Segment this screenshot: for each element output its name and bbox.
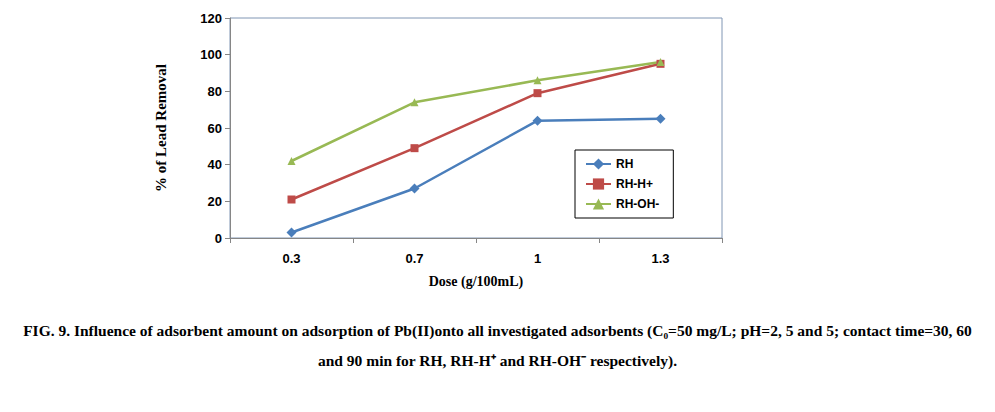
- svg-text:40: 40: [208, 157, 222, 172]
- svg-text:120: 120: [200, 11, 222, 26]
- svg-text:60: 60: [208, 121, 222, 136]
- svg-text:0.3: 0.3: [282, 251, 300, 266]
- svg-text:RH: RH: [616, 157, 633, 171]
- html-text:FIG. 9. Influence of adsorbent: FIG. 9. Influence of adsorbent amount on…: [23, 322, 972, 369]
- svg-text:RH-OH-: RH-OH-: [616, 197, 659, 211]
- svg-text:0.7: 0.7: [405, 251, 423, 266]
- svg-text:0: 0: [215, 231, 222, 246]
- svg-text:100: 100: [200, 47, 222, 62]
- svg-text:1.3: 1.3: [651, 251, 669, 266]
- svg-text:80: 80: [208, 84, 222, 99]
- svg-text:% of Lead Removal: % of Lead Removal: [153, 64, 169, 192]
- svg-text:1: 1: [534, 251, 541, 266]
- svg-text:20: 20: [208, 194, 222, 209]
- svg-text:Dose (g/100mL): Dose (g/100mL): [429, 274, 524, 290]
- svg-text:RH-H+: RH-H+: [616, 177, 653, 191]
